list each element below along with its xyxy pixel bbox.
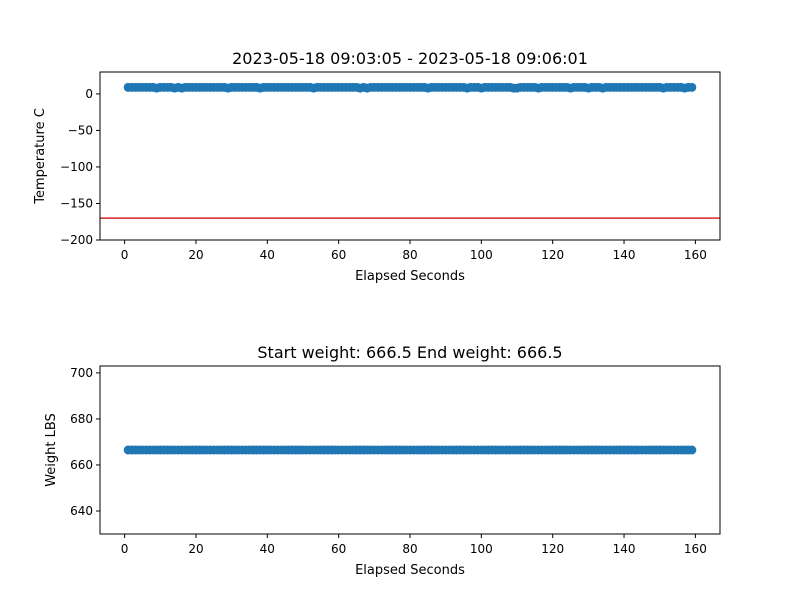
temperature-chart: 2023-05-18 09:03:05 - 2023-05-18 09:06:0… [33,49,721,284]
temperature-chart-marks [100,82,720,219]
weight-x-tick-label: 120 [541,542,564,556]
weight-y-tick-label: 640 [70,504,93,518]
temperature-x-tick-label: 140 [613,248,636,262]
weight-x-tick-label: 40 [260,542,275,556]
weight-x-tick-label: 160 [684,542,707,556]
weight-chart: Start weight: 666.5 End weight: 666.5 0 2… [44,343,721,578]
weight-x-tick-label: 0 [121,542,129,556]
weight-chart-marks [123,445,697,455]
weight-x-tick-label: 80 [402,542,417,556]
temperature-y-axis-label: Temperature C [33,108,48,205]
temperature-y-tick-label: −100 [60,160,93,174]
temperature-y-axis: 0 −50 −100 −150 −200 [60,87,100,247]
temperature-x-tick-label: 120 [541,248,564,262]
weight-y-tick-label: 700 [70,366,93,380]
temperature-chart-title: 2023-05-18 09:03:05 - 2023-05-18 09:06:0… [232,49,588,68]
temperature-x-tick-label: 100 [470,248,493,262]
temperature-x-axis: 0 20 40 60 80 100 120 140 160 [121,240,707,262]
temperature-x-tick-label: 20 [188,248,203,262]
temperature-y-tick-label: −150 [60,196,93,210]
weight-x-tick-label: 100 [470,542,493,556]
weight-data-point [687,445,697,455]
weight-x-tick-label: 60 [331,542,346,556]
temperature-y-tick-label: 0 [85,87,93,101]
weight-y-axis: 640 660 680 700 [70,366,100,518]
weight-x-axis-label: Elapsed Seconds [355,563,465,578]
temperature-x-tick-label: 40 [260,248,275,262]
weight-y-axis-label: Weight LBS [44,413,59,487]
temperature-x-tick-label: 0 [121,248,129,262]
temperature-y-tick-label: −200 [60,233,93,247]
temperature-y-tick-label: −50 [68,123,93,137]
temperature-x-axis-label: Elapsed Seconds [355,269,465,284]
temperature-data-point [687,82,697,92]
weight-x-tick-label: 140 [613,542,636,556]
weight-x-tick-label: 20 [188,542,203,556]
temperature-x-tick-label: 80 [402,248,417,262]
weight-x-axis: 0 20 40 60 80 100 120 140 160 [121,534,707,556]
weight-chart-title: Start weight: 666.5 End weight: 666.5 [257,343,562,362]
weight-y-tick-label: 660 [70,458,93,472]
weight-y-tick-label: 680 [70,412,93,426]
temperature-x-tick-label: 160 [684,248,707,262]
temperature-x-tick-label: 60 [331,248,346,262]
